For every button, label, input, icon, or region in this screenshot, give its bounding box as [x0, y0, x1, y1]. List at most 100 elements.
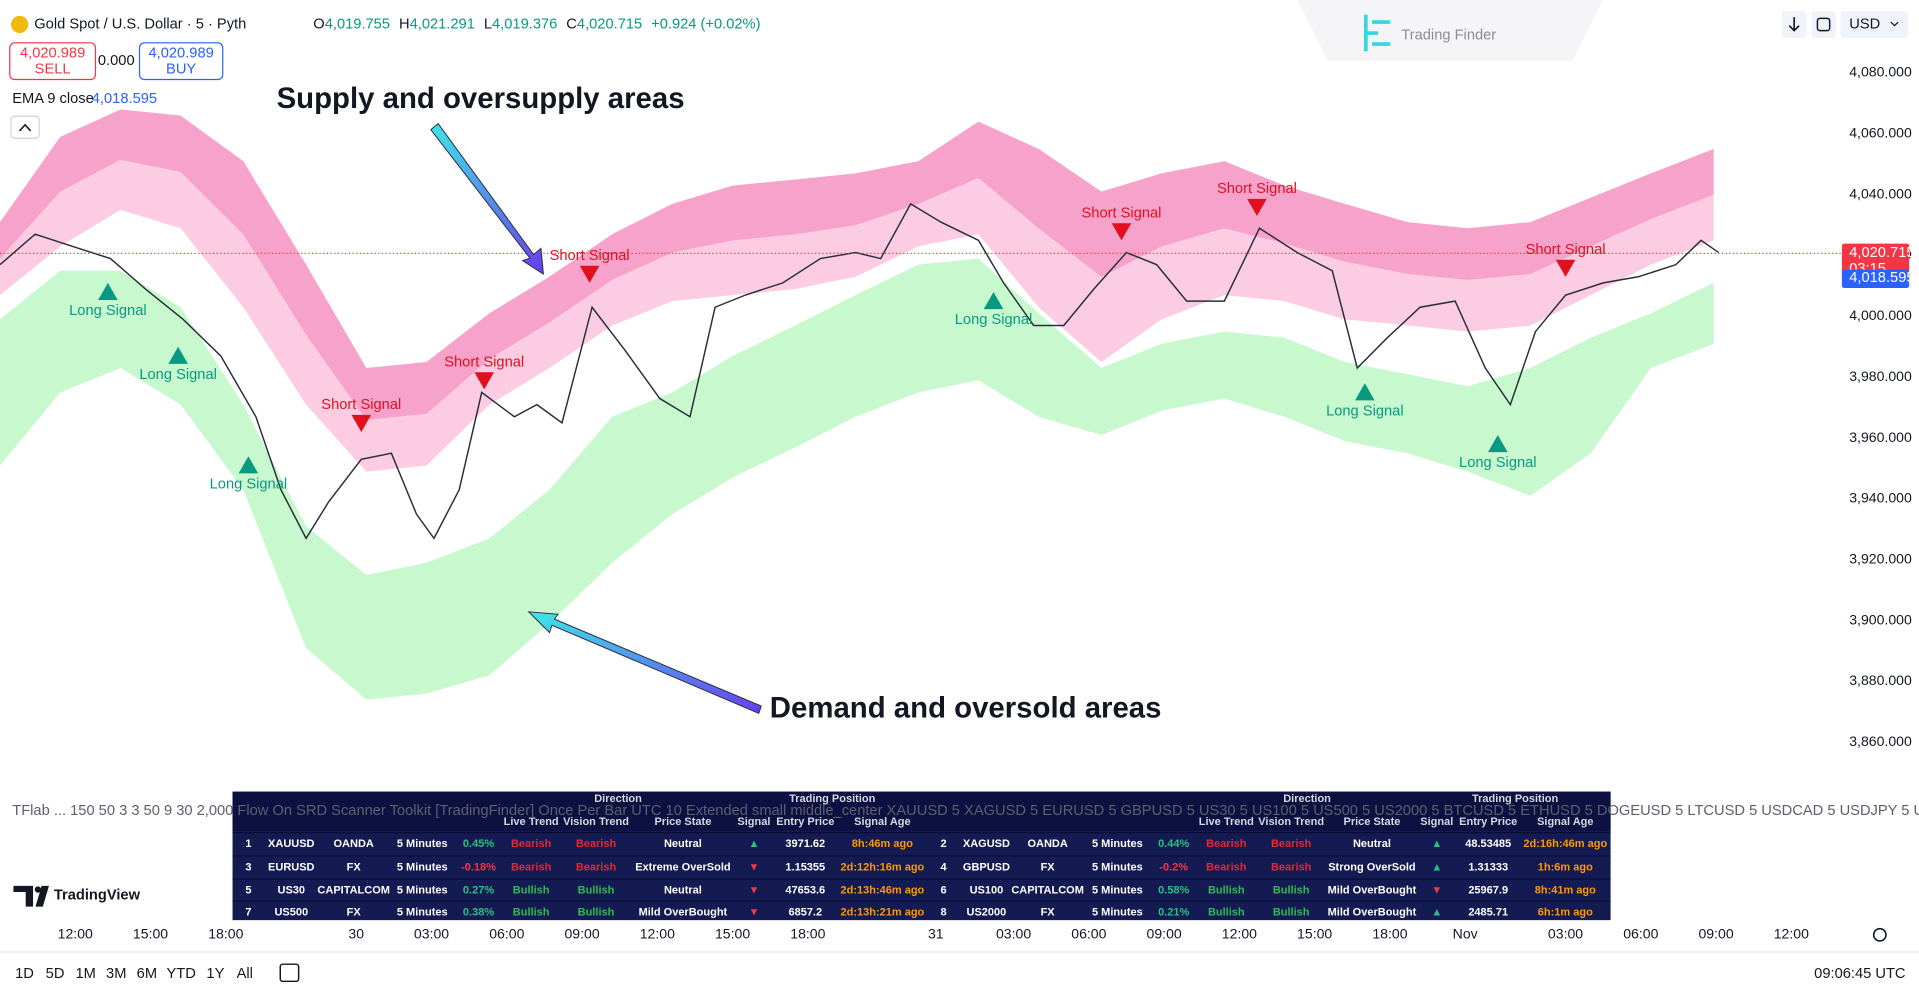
table-cell: Extreme OverSold [635, 861, 730, 873]
table-cell: 0.27% [463, 885, 494, 897]
column-header: Vision Trend [563, 816, 629, 828]
last-price-label: 4,020.715 [1849, 245, 1914, 261]
table-cell: US2000 [967, 907, 1007, 919]
table-cell: Bullish [513, 885, 550, 897]
table-cell: 2d:13h:21m ago [841, 907, 925, 919]
y-tick-label: 3,900.000 [1849, 611, 1912, 627]
range-button[interactable]: YTD [166, 966, 195, 982]
table-cell: 25967.9 [1468, 885, 1508, 897]
table-cell: 5 Minutes [1092, 907, 1143, 919]
table-cell: FX [1041, 907, 1056, 919]
x-tick-label: 09:00 [564, 926, 599, 942]
sell-button[interactable]: 4,020.989 SELL [9, 42, 97, 81]
x-tick-label: 18:00 [1372, 926, 1407, 942]
signal-marker [98, 282, 118, 301]
signal-marker [1555, 259, 1576, 277]
table-cell: Bullish [1208, 907, 1245, 919]
sell-label[interactable]: SELL [35, 62, 71, 78]
calendar-icon[interactable] [279, 963, 300, 983]
x-tick-label: 06:00 [1623, 926, 1658, 942]
currency-caret [1890, 21, 1899, 27]
signal-marker [579, 265, 600, 283]
table-cell: ▲ [748, 838, 759, 850]
sync-icon [1816, 17, 1831, 32]
x-tick-label: 12:00 [1222, 926, 1257, 942]
range-button[interactable]: 5D [46, 966, 65, 982]
sell-price[interactable]: 4,020.989 [20, 46, 85, 62]
symbol: Gold Spot / U.S. Dollar · 5 · Pyth [34, 16, 246, 32]
collapse-box[interactable] [10, 115, 40, 139]
buy-price[interactable]: 4,020.989 [148, 46, 213, 62]
table-cell: -0.18% [461, 861, 496, 873]
ohlc-key: H [399, 16, 410, 32]
sell-box[interactable] [9, 42, 97, 81]
table-cell: 8h:46m ago [852, 838, 913, 850]
ohlc-value: 4,019.376 [492, 16, 557, 32]
collapse-button[interactable] [10, 115, 40, 139]
ema-price-box [1841, 269, 1910, 288]
column-header: Entry Price [776, 816, 834, 828]
y-tick-label: 4,040.000 [1849, 185, 1912, 201]
bottom-bar: 09:06:45 UTC 1D 5D 1M 3M 6M YTD 1Y All [15, 927, 1906, 983]
range-button[interactable]: 1Y [206, 966, 224, 982]
column-header: Signal Age [854, 816, 910, 828]
signal-label: Short Signal [1526, 242, 1606, 258]
table-cell: XAGUSD [963, 838, 1010, 850]
buy-box[interactable] [138, 42, 224, 81]
sync-button[interactable] [1811, 11, 1836, 38]
spread: 0.000 [98, 53, 135, 69]
range-button[interactable]: 3M [106, 966, 126, 982]
group-header: Direction [594, 793, 642, 805]
table-cell: 5 Minutes [397, 885, 448, 897]
ohlc-value: 4,020.715 [577, 16, 642, 32]
signal-marker [983, 292, 1004, 310]
range-button[interactable]: 1D [15, 966, 34, 982]
table-cell: Strong OverSold [1328, 861, 1415, 873]
table-cell: OANDA [1027, 838, 1067, 850]
supply-band-core [0, 109, 1714, 420]
y-tick-label: 3,980.000 [1849, 368, 1912, 384]
table-cell: 4 [941, 861, 948, 873]
currency[interactable]: USD [1849, 16, 1880, 32]
currency-button[interactable] [1840, 11, 1908, 38]
buy-button[interactable]: 4,020.989 BUY [138, 42, 224, 81]
signal-label: Long Signal [139, 367, 217, 383]
signal-label: Long Signal [1326, 403, 1404, 419]
range-button[interactable]: 6M [137, 966, 157, 982]
x-tick-label: 18:00 [208, 926, 243, 942]
signal-marker [474, 372, 495, 390]
table-cell: Bearish [1271, 838, 1312, 850]
table-cell: Mild OverBought [1328, 907, 1417, 919]
buy-label[interactable]: BUY [166, 62, 196, 78]
table-cell: 3 [245, 861, 251, 873]
download-icon [1788, 17, 1800, 32]
table-cell: ▲ [1431, 861, 1442, 873]
y-tick-label: 4,080.000 [1849, 64, 1912, 80]
table-cell: OANDA [334, 838, 374, 850]
table-cell: 1 [245, 838, 251, 850]
table-cell: ▼ [748, 885, 759, 897]
price-line [0, 202, 1720, 540]
annotations: Supply and oversupply areas Demand and o… [277, 82, 1162, 724]
table-cell: 0.21% [1158, 907, 1189, 919]
y-tick-label: 3,940.000 [1849, 490, 1912, 506]
logo-mark [1363, 14, 1391, 52]
x-tick-label: 03:00 [1548, 926, 1583, 942]
tv-dot [34, 886, 42, 893]
x-tick-label: 15:00 [1297, 926, 1332, 942]
x-tick-label: 15:00 [715, 926, 750, 942]
signal-marker [351, 414, 372, 432]
table-cell: 2d:12h:16m ago [841, 861, 925, 873]
column-header: Price State [654, 816, 711, 828]
table-cell: 8h:41m ago [1535, 885, 1596, 897]
settings-icon[interactable] [1872, 927, 1887, 942]
table-cell: 47653.6 [785, 885, 825, 897]
demand-band [0, 258, 1714, 700]
range-button[interactable]: All [237, 966, 253, 982]
table-cell: 1h:6m ago [1538, 861, 1593, 873]
table-cell: FX [347, 907, 362, 919]
range-button[interactable]: 1M [75, 966, 95, 982]
table-cell: Bearish [1206, 838, 1247, 850]
table-cell: EURUSD [268, 861, 315, 873]
table-cell: FX [347, 861, 362, 873]
